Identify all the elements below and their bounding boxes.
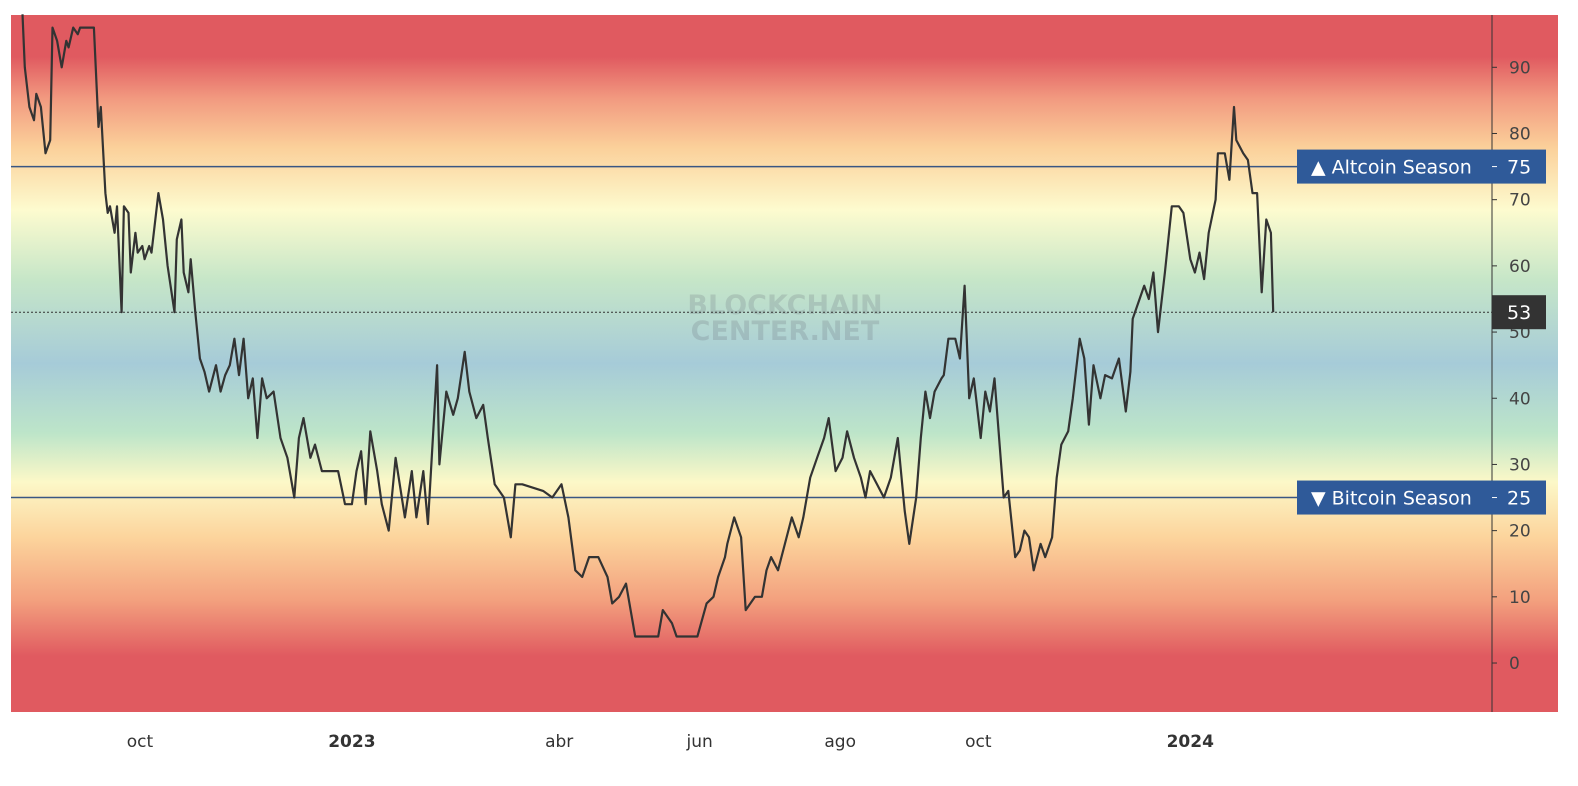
y-tick-label: 80 <box>1509 124 1531 144</box>
x-tick-label: jun <box>686 732 713 752</box>
y-tick-label: 60 <box>1509 257 1531 277</box>
threshold-label-text: ▼ Bitcoin Season <box>1311 488 1472 510</box>
current-value-badge: 53 <box>1492 295 1546 330</box>
x-tick-label: 2023 <box>328 732 375 752</box>
threshold-value: 75 <box>1507 157 1531 179</box>
current-value-text: 53 <box>1507 302 1531 324</box>
threshold-label-text: ▲ Altcoin Season <box>1311 157 1472 179</box>
watermark: BLOCKCHAIN CENTER.NET <box>687 290 882 347</box>
y-tick-label: 30 <box>1509 455 1531 475</box>
x-tick-label: ago <box>824 732 856 752</box>
y-tick-label: 0 <box>1509 654 1520 674</box>
x-tick-label: oct <box>965 732 992 752</box>
threshold-label-bg <box>1297 149 1546 184</box>
x-tick-label: oct <box>127 732 154 752</box>
y-tick-label: 70 <box>1509 191 1531 211</box>
x-tick-label: 2024 <box>1167 732 1214 752</box>
y-tick-label: 10 <box>1509 588 1531 608</box>
threshold-label-bg <box>1297 480 1546 515</box>
plot-background <box>11 15 1558 712</box>
y-tick-label: 40 <box>1509 389 1531 409</box>
bitcoin-season-label: ▼ Bitcoin Season 25 <box>1297 480 1546 515</box>
threshold-value: 25 <box>1507 488 1531 510</box>
x-tick-label: abr <box>545 732 573 752</box>
y-tick-label: 20 <box>1509 522 1531 542</box>
y-tick-label: 90 <box>1509 58 1531 78</box>
current-value-bg <box>1492 295 1546 330</box>
series-line-altcoin-season-index <box>21 14 1275 638</box>
svg-text:CENTER.NET: CENTER.NET <box>691 316 880 347</box>
svg-text:BLOCKCHAIN: BLOCKCHAIN <box>687 290 882 321</box>
altcoin-season-label: ▲ Altcoin Season 75 <box>1297 149 1546 184</box>
